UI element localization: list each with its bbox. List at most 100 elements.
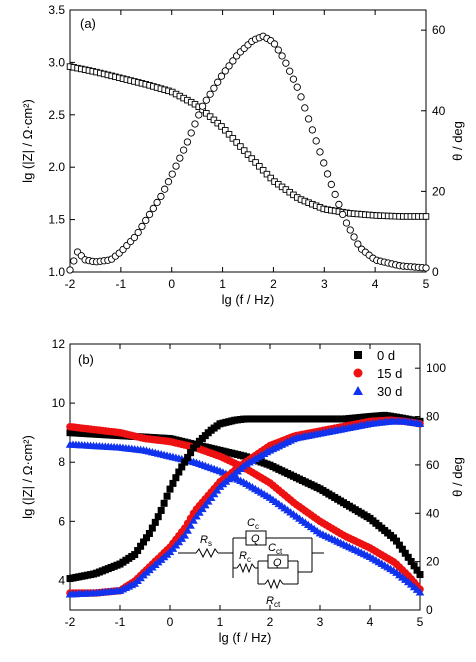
panel-a-data-point	[206, 90, 214, 98]
panel-b-data-point	[189, 516, 198, 524]
panel-a-frame	[69, 9, 427, 273]
panel-b-x-tick-label: 1	[217, 615, 224, 629]
panel-a-data-point	[422, 213, 430, 220]
legend-marker-0d	[354, 351, 362, 359]
panel-b-x-ticks: -2 -1 0 1 2 3 4 5	[65, 344, 424, 629]
panel-a-data-point	[297, 93, 305, 101]
panel-b-right-tick-label: 100	[426, 361, 446, 375]
panel-a-data-point	[187, 129, 195, 137]
panel-a-data-point	[270, 40, 279, 48]
panel-b-x-tick-label: -1	[115, 615, 126, 629]
legend-label-15d: 15 d	[377, 366, 402, 381]
panel-a-series-phase-phase	[66, 32, 430, 274]
panel-b-data-point	[148, 524, 156, 532]
panel-b-data-point	[175, 468, 183, 476]
panel-a-right-axis-label: θ / deg	[450, 121, 465, 161]
panel-a-data-point	[229, 57, 237, 65]
label-rs: R	[200, 534, 208, 546]
panel-b-data-point	[187, 449, 195, 457]
panel-a-data-point	[134, 228, 142, 237]
panel-a-data-point	[195, 111, 203, 119]
legend: 0 d 15 d 30 d	[353, 348, 402, 399]
panel-a-x-tick-label: 2	[270, 277, 277, 291]
panel-a-data-point	[202, 96, 210, 104]
panel-a-data-point	[206, 113, 214, 120]
panel-a-data-point	[308, 126, 317, 134]
panel-a-data-point	[183, 138, 192, 146]
label-rct-sub: ct	[274, 600, 281, 609]
panel-a-data-point	[179, 146, 188, 154]
panel-a-right-ticks: 0 20 40 60	[421, 23, 446, 279]
panel-a-data-point	[331, 190, 339, 199]
panel-b-right-tick-label: 80	[426, 410, 440, 424]
panel-a-data-point	[221, 67, 229, 75]
panel-b-right-tick-label: 0	[426, 603, 433, 617]
panel-b-data-point	[407, 557, 415, 565]
panel-a-data-point	[198, 102, 207, 110]
panel-a-x-tick-label: 0	[168, 277, 175, 291]
panel-b-left-ticks: 4 6 8 10 12	[52, 337, 75, 587]
resistor-rs	[195, 547, 219, 559]
panel-a-x-ticks: -2 -1 0 1 2 3 4 5	[65, 10, 430, 291]
svg-text:Rct: Rct	[266, 595, 281, 609]
panel-b-data-point	[398, 545, 406, 553]
panel-b-left-axis-label: lg (|Z| / Ω·cm²)	[20, 435, 35, 519]
panel-a-left-tick-label: 1.0	[48, 265, 65, 279]
panel-b-data-point	[140, 538, 148, 546]
panel-b-data-point	[169, 479, 177, 487]
panel-b-data-point	[395, 541, 403, 549]
panel-b-x-axis-label: lg (f / Hz)	[219, 630, 272, 645]
panel-a-data-point	[229, 135, 237, 142]
panel-b-left-tick-label: 4	[58, 573, 65, 587]
panel-b-right-ticks: 0 20 40 60 80 100	[415, 361, 446, 617]
panel-b-data-point	[134, 547, 142, 555]
panel-a-data-point	[335, 200, 343, 209]
panel-b-right-axis-label: θ / deg	[450, 457, 465, 497]
panel-a-data-point	[210, 116, 218, 124]
panel-a-left-tick-label: 3.0	[48, 55, 65, 69]
panel-a-data-point	[210, 84, 218, 92]
panel-a-data-point	[282, 59, 290, 67]
panel-a-data-point	[164, 178, 173, 186]
panel-b-x-tick-label: 5	[417, 615, 424, 629]
panel-a-data-point	[203, 110, 210, 117]
panel-b-data-point	[178, 463, 186, 471]
panel-a-data-point	[222, 127, 229, 134]
panel-b-data-point	[163, 492, 171, 500]
panel-a-data-point	[316, 148, 324, 156]
label-cct: C	[268, 542, 276, 554]
panel-a-data-point	[339, 210, 347, 219]
panel-a-data-point	[161, 185, 169, 193]
legend-label-0d: 0 d	[377, 348, 395, 363]
panel-a-data-point	[145, 210, 154, 219]
panel-a-data-point	[214, 119, 221, 127]
circuit-labels: Rs Cc Q Rc Cct Q Rct	[200, 517, 283, 609]
panel-b-left-tick-label: 12	[52, 337, 66, 351]
label-rc: R	[239, 550, 247, 562]
panel-a-data-point	[225, 131, 233, 138]
svg-text:Cct: Cct	[268, 542, 283, 556]
panel-b-x-tick-label: 3	[317, 615, 324, 629]
panel-a-data-point	[70, 257, 78, 265]
panel-b-data-point	[413, 566, 421, 574]
panel-a-data-point	[354, 240, 362, 248]
panel-b-data-point	[172, 474, 180, 482]
panel-b-data-point	[184, 453, 192, 461]
panel-a-data-point	[248, 155, 256, 162]
panel-a-data-point	[293, 83, 301, 91]
panel-b-data-point	[190, 444, 198, 452]
panel-a-x-tick-label: 1	[219, 277, 226, 291]
panel-b-data-point	[180, 531, 190, 539]
panel-b-data-point	[415, 419, 425, 427]
panel-a-data-point	[342, 219, 351, 227]
panel-a-data-point	[217, 72, 226, 80]
panel-a-data-point	[66, 266, 74, 274]
panel-a-data-point	[168, 170, 176, 178]
panel-b-data-point	[416, 571, 424, 579]
panel-a-left-tick-label: 1.5	[48, 213, 65, 227]
panel-a-data-point	[350, 233, 358, 241]
panel-a-left-axis-label: lg (|Z| / Ω·cm²)	[20, 99, 35, 183]
panel-b-data-point	[410, 562, 418, 570]
panel-a-data-point	[176, 154, 184, 162]
